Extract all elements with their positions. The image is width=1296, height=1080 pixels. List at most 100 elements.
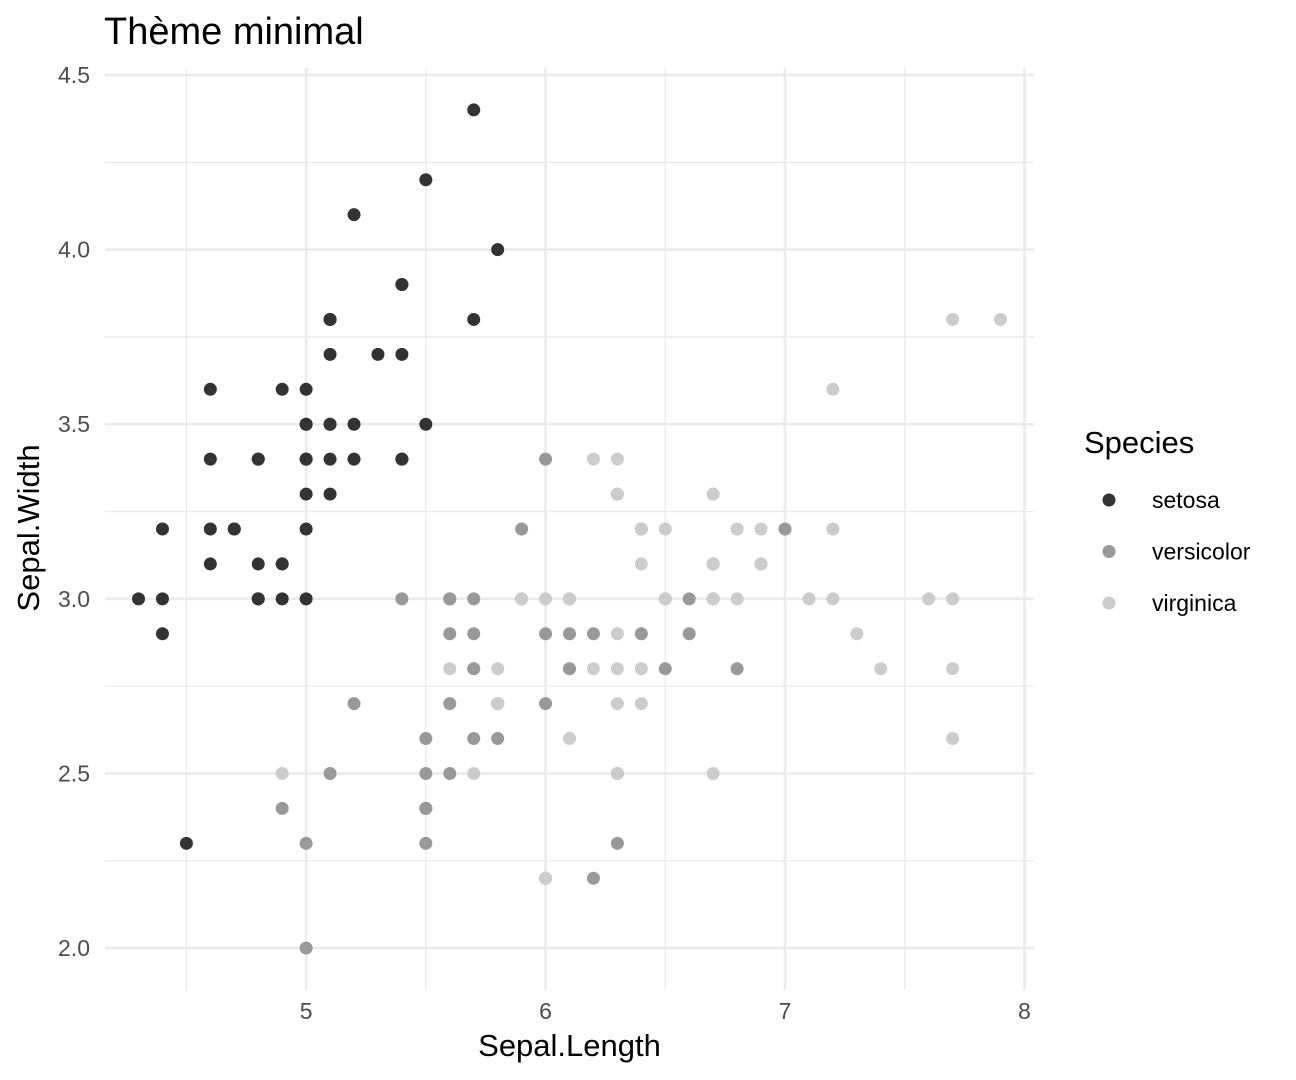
data-point-virginica bbox=[491, 697, 505, 711]
data-point-setosa bbox=[299, 487, 313, 501]
data-point-virginica bbox=[515, 592, 529, 606]
y-tick-label: 3.5 bbox=[58, 411, 90, 437]
data-point-versicolor bbox=[539, 697, 553, 711]
data-point-setosa bbox=[179, 836, 193, 850]
data-point-virginica bbox=[850, 627, 864, 641]
data-point-virginica bbox=[563, 732, 576, 746]
x-axis: 5 6 7 8 bbox=[300, 998, 1031, 1024]
data-point-versicolor bbox=[682, 592, 696, 606]
data-point-setosa bbox=[203, 557, 217, 571]
chart-title: Thème minimal bbox=[104, 11, 364, 53]
data-point-virginica bbox=[610, 697, 624, 711]
data-point-versicolor bbox=[275, 801, 289, 815]
data-point-versicolor bbox=[443, 592, 457, 606]
data-point-versicolor bbox=[682, 627, 696, 641]
data-point-virginica bbox=[563, 592, 576, 606]
data-point-versicolor bbox=[634, 627, 648, 641]
data-point-virginica bbox=[946, 592, 960, 606]
data-point-virginica bbox=[610, 627, 624, 641]
data-point-setosa bbox=[395, 347, 409, 361]
legend-label-versicolor: versicolor bbox=[1152, 539, 1251, 565]
data-point-versicolor bbox=[658, 662, 672, 676]
data-point-virginica bbox=[922, 592, 936, 606]
data-point-versicolor bbox=[419, 766, 433, 780]
x-tick-label: 5 bbox=[300, 998, 313, 1024]
data-point-versicolor bbox=[467, 627, 481, 641]
data-point-setosa bbox=[323, 417, 337, 431]
data-point-versicolor bbox=[563, 662, 576, 676]
data-point-virginica bbox=[467, 766, 481, 780]
data-point-setosa bbox=[155, 627, 169, 641]
data-point-virginica bbox=[634, 697, 648, 711]
data-point-virginica bbox=[993, 312, 1007, 326]
data-point-versicolor bbox=[443, 697, 457, 711]
data-point-virginica bbox=[634, 522, 648, 536]
data-point-versicolor bbox=[347, 697, 361, 711]
data-point-virginica bbox=[658, 592, 672, 606]
data-point-virginica bbox=[443, 662, 457, 676]
data-point-setosa bbox=[299, 417, 313, 431]
data-point-setosa bbox=[203, 452, 217, 466]
legend: Species setosa versicolor virginica bbox=[1084, 425, 1251, 616]
y-tick-label: 2.5 bbox=[58, 760, 90, 786]
y-tick-label: 4.0 bbox=[58, 237, 90, 263]
data-point-setosa bbox=[155, 592, 169, 606]
data-point-setosa bbox=[323, 487, 337, 501]
data-point-setosa bbox=[467, 103, 481, 117]
data-point-setosa bbox=[203, 382, 217, 396]
data-point-versicolor bbox=[730, 662, 744, 676]
data-point-virginica bbox=[826, 522, 840, 536]
data-point-versicolor bbox=[586, 871, 600, 885]
data-point-setosa bbox=[299, 592, 313, 606]
x-tick-label: 8 bbox=[1018, 998, 1031, 1024]
data-point-versicolor bbox=[491, 732, 505, 746]
data-point-virginica bbox=[706, 592, 720, 606]
data-point-setosa bbox=[251, 557, 265, 571]
data-point-setosa bbox=[371, 347, 385, 361]
y-tick-label: 3.0 bbox=[58, 586, 90, 612]
data-point-setosa bbox=[419, 417, 433, 431]
data-point-setosa bbox=[299, 452, 313, 466]
data-point-virginica bbox=[275, 766, 289, 780]
data-point-setosa bbox=[227, 522, 241, 536]
data-point-virginica bbox=[730, 592, 744, 606]
data-point-setosa bbox=[419, 173, 433, 187]
data-point-virginica bbox=[586, 662, 600, 676]
data-point-virginica bbox=[586, 452, 600, 466]
y-tick-label: 4.5 bbox=[58, 62, 90, 88]
y-axis: 2.0 2.5 3.0 3.5 4.0 4.5 bbox=[58, 62, 90, 961]
legend-label-setosa: setosa bbox=[1152, 487, 1220, 513]
x-tick-label: 6 bbox=[539, 998, 552, 1024]
data-point-setosa bbox=[251, 452, 265, 466]
data-point-versicolor bbox=[419, 836, 433, 850]
data-point-versicolor bbox=[443, 766, 457, 780]
data-point-versicolor bbox=[395, 592, 409, 606]
data-point-virginica bbox=[539, 871, 553, 885]
data-point-setosa bbox=[491, 243, 505, 257]
y-tick-label: 2.0 bbox=[58, 935, 90, 961]
data-point-virginica bbox=[946, 662, 960, 676]
data-point-versicolor bbox=[419, 732, 433, 746]
data-point-versicolor bbox=[419, 801, 433, 815]
data-point-versicolor bbox=[443, 627, 457, 641]
data-point-versicolor bbox=[586, 627, 600, 641]
data-point-setosa bbox=[299, 382, 313, 396]
data-points bbox=[132, 103, 1007, 955]
data-point-setosa bbox=[275, 557, 289, 571]
data-point-setosa bbox=[275, 592, 289, 606]
data-point-virginica bbox=[610, 452, 624, 466]
data-point-virginica bbox=[946, 312, 960, 326]
data-point-virginica bbox=[491, 662, 505, 676]
data-point-versicolor bbox=[467, 662, 481, 676]
data-point-setosa bbox=[323, 312, 337, 326]
legend-label-virginica: virginica bbox=[1152, 590, 1237, 616]
data-point-versicolor bbox=[563, 627, 576, 641]
data-point-virginica bbox=[539, 592, 553, 606]
legend-title: Species bbox=[1084, 425, 1194, 460]
data-point-setosa bbox=[395, 452, 409, 466]
data-point-setosa bbox=[155, 522, 169, 536]
data-point-versicolor bbox=[467, 732, 481, 746]
legend-key-virginica bbox=[1102, 596, 1116, 610]
data-point-virginica bbox=[826, 592, 840, 606]
